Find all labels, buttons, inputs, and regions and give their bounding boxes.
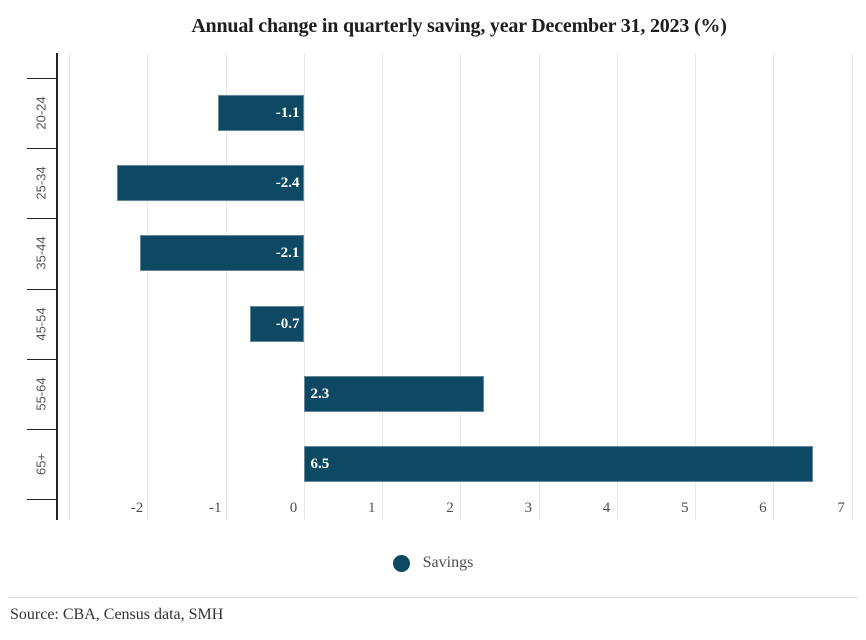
gridline-x-1 <box>382 53 384 520</box>
y-axis-label-45-54: 45-54 <box>33 306 49 341</box>
y-axis-tick-3 <box>27 288 58 290</box>
gridline-x--2 <box>147 53 149 520</box>
bar-value-label: -2.4 <box>275 175 300 192</box>
source-text: Source: CBA, Census data, SMH <box>10 606 224 623</box>
legend-item-savings[interactable]: Savings <box>0 554 866 572</box>
x-axis-label-0: 0 <box>289 500 298 516</box>
y-axis-line <box>56 53 58 520</box>
bar-20-24[interactable]: -1.1 <box>218 95 305 132</box>
y-axis-tick-4 <box>27 358 58 360</box>
chart-title: Annual change in quarterly saving, year … <box>191 15 727 37</box>
x-axis-label-2: 2 <box>446 500 454 516</box>
gridline-x-7 <box>851 53 853 520</box>
bar-value-label: 6.5 <box>310 455 330 472</box>
footer-divider <box>8 597 858 598</box>
x-axis-label-3: 3 <box>524 500 532 516</box>
y-axis-tick-0 <box>27 78 58 79</box>
y-axis-label-55-64: 55-64 <box>33 377 49 411</box>
x-axis-label--1: -1 <box>208 500 222 516</box>
bar-value-label: -1.1 <box>275 105 300 122</box>
x-axis-label-7: 7 <box>837 500 845 516</box>
x-axis-label-5: 5 <box>680 500 689 516</box>
y-axis-tick-1 <box>27 148 58 150</box>
legend-label: Savings <box>422 554 474 571</box>
gridline-x-2 <box>460 53 462 520</box>
bar-value-label: 2.3 <box>310 385 330 402</box>
bar-55-64[interactable]: 2.3 <box>304 375 485 412</box>
gridline-x-3 <box>538 53 540 520</box>
gridline-x-5 <box>695 53 697 520</box>
gridline-x-0 <box>303 53 305 520</box>
bar-45-54[interactable]: -0.7 <box>249 305 305 342</box>
legend-marker-icon <box>392 554 410 572</box>
bar-value-label: -0.7 <box>275 315 300 332</box>
gridline-x--3 <box>69 53 71 520</box>
y-axis-tick-6 <box>27 499 58 500</box>
y-axis-label-25-34: 25-34 <box>33 166 49 200</box>
gridline-x-4 <box>616 53 618 520</box>
x-axis-label-4: 4 <box>602 500 611 516</box>
x-axis-label-6: 6 <box>759 500 767 516</box>
x-axis-label-1: 1 <box>367 500 376 516</box>
bar-value-label: -2.1 <box>275 245 300 262</box>
y-axis-tick-2 <box>27 218 58 220</box>
y-axis-tick-5 <box>27 428 58 430</box>
x-axis-label--2: -2 <box>130 500 144 516</box>
bar-25-34[interactable]: -2.4 <box>116 165 305 202</box>
bar-35-44[interactable]: -2.1 <box>140 235 305 272</box>
gridline-x--1 <box>225 53 227 520</box>
y-axis-label-65+: 65+ <box>33 452 49 475</box>
gridline-x-6 <box>773 53 775 520</box>
y-axis-label-20-24: 20-24 <box>33 96 49 130</box>
y-axis-label-35-44: 35-44 <box>33 236 49 271</box>
bar-65+[interactable]: 6.5 <box>304 445 814 482</box>
